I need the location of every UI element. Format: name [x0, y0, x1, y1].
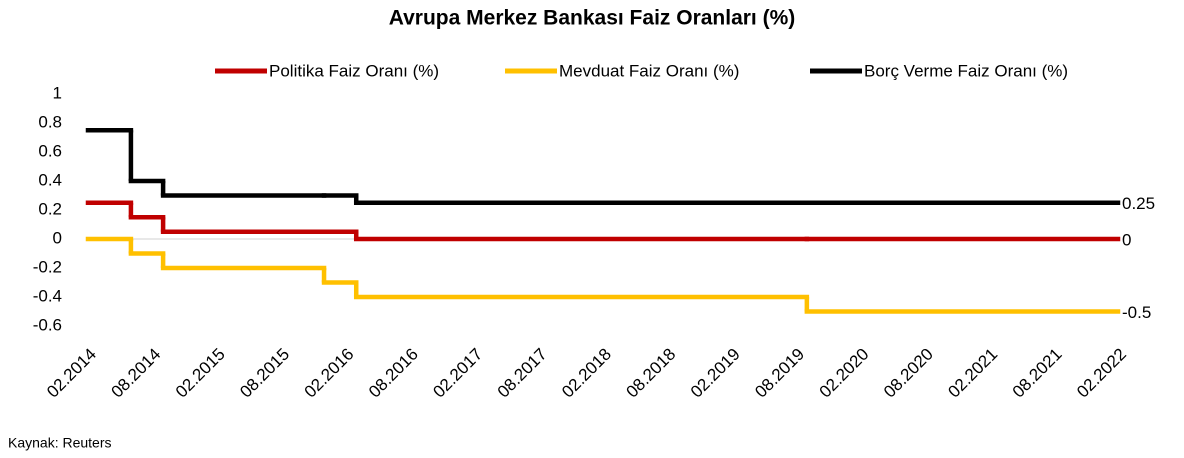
x-tick-label: 02.2018 [558, 345, 615, 402]
y-tick-label: 0 [53, 228, 62, 247]
x-tick-label: 02.2022 [1073, 345, 1130, 402]
x-tick-label: 08.2015 [236, 345, 293, 402]
y-tick-label: 0.8 [38, 112, 62, 131]
legend-label: Borç Verme Faiz Oranı (%) [864, 61, 1068, 80]
x-tick-label: 02.2021 [944, 345, 1001, 402]
source: Kaynak: Reuters [8, 435, 112, 451]
y-tick-label: -0.2 [33, 257, 62, 276]
chart-title: Avrupa Merkez Bankası Faiz Oranları (%) [389, 7, 796, 30]
y-tick-label: -0.6 [33, 315, 62, 334]
end-label: 0.25 [1122, 194, 1155, 213]
x-tick-label: 08.2018 [622, 345, 679, 402]
x-tick-label: 08.2019 [751, 345, 808, 402]
x-tick-label: 08.2020 [880, 345, 937, 402]
x-tick-label: 02.2020 [816, 345, 873, 402]
legend-label: Mevduat Faiz Oranı (%) [559, 61, 739, 80]
x-tick-label: 02.2019 [687, 345, 744, 402]
x-tick-label: 08.2017 [494, 345, 551, 402]
y-tick-label: -0.4 [33, 286, 62, 305]
x-tick-label: 08.2016 [365, 345, 422, 402]
y-tick-label: 0.2 [38, 199, 62, 218]
end-label: -0.5 [1122, 303, 1151, 322]
x-tick-label: 02.2015 [172, 345, 229, 402]
x-tick-label: 08.2021 [1009, 345, 1066, 402]
end-label: 0 [1122, 230, 1131, 249]
x-tick-label: 02.2014 [43, 345, 100, 402]
x-tick-label: 02.2016 [301, 345, 358, 402]
x-tick-label: 08.2014 [107, 345, 164, 402]
y-tick-label: 1 [53, 83, 62, 102]
legend-label: Politika Faiz Oranı (%) [269, 61, 439, 80]
x-tick-label: 02.2017 [429, 345, 486, 402]
y-tick-label: 0.4 [38, 170, 62, 189]
y-tick-label: 0.6 [38, 141, 62, 160]
